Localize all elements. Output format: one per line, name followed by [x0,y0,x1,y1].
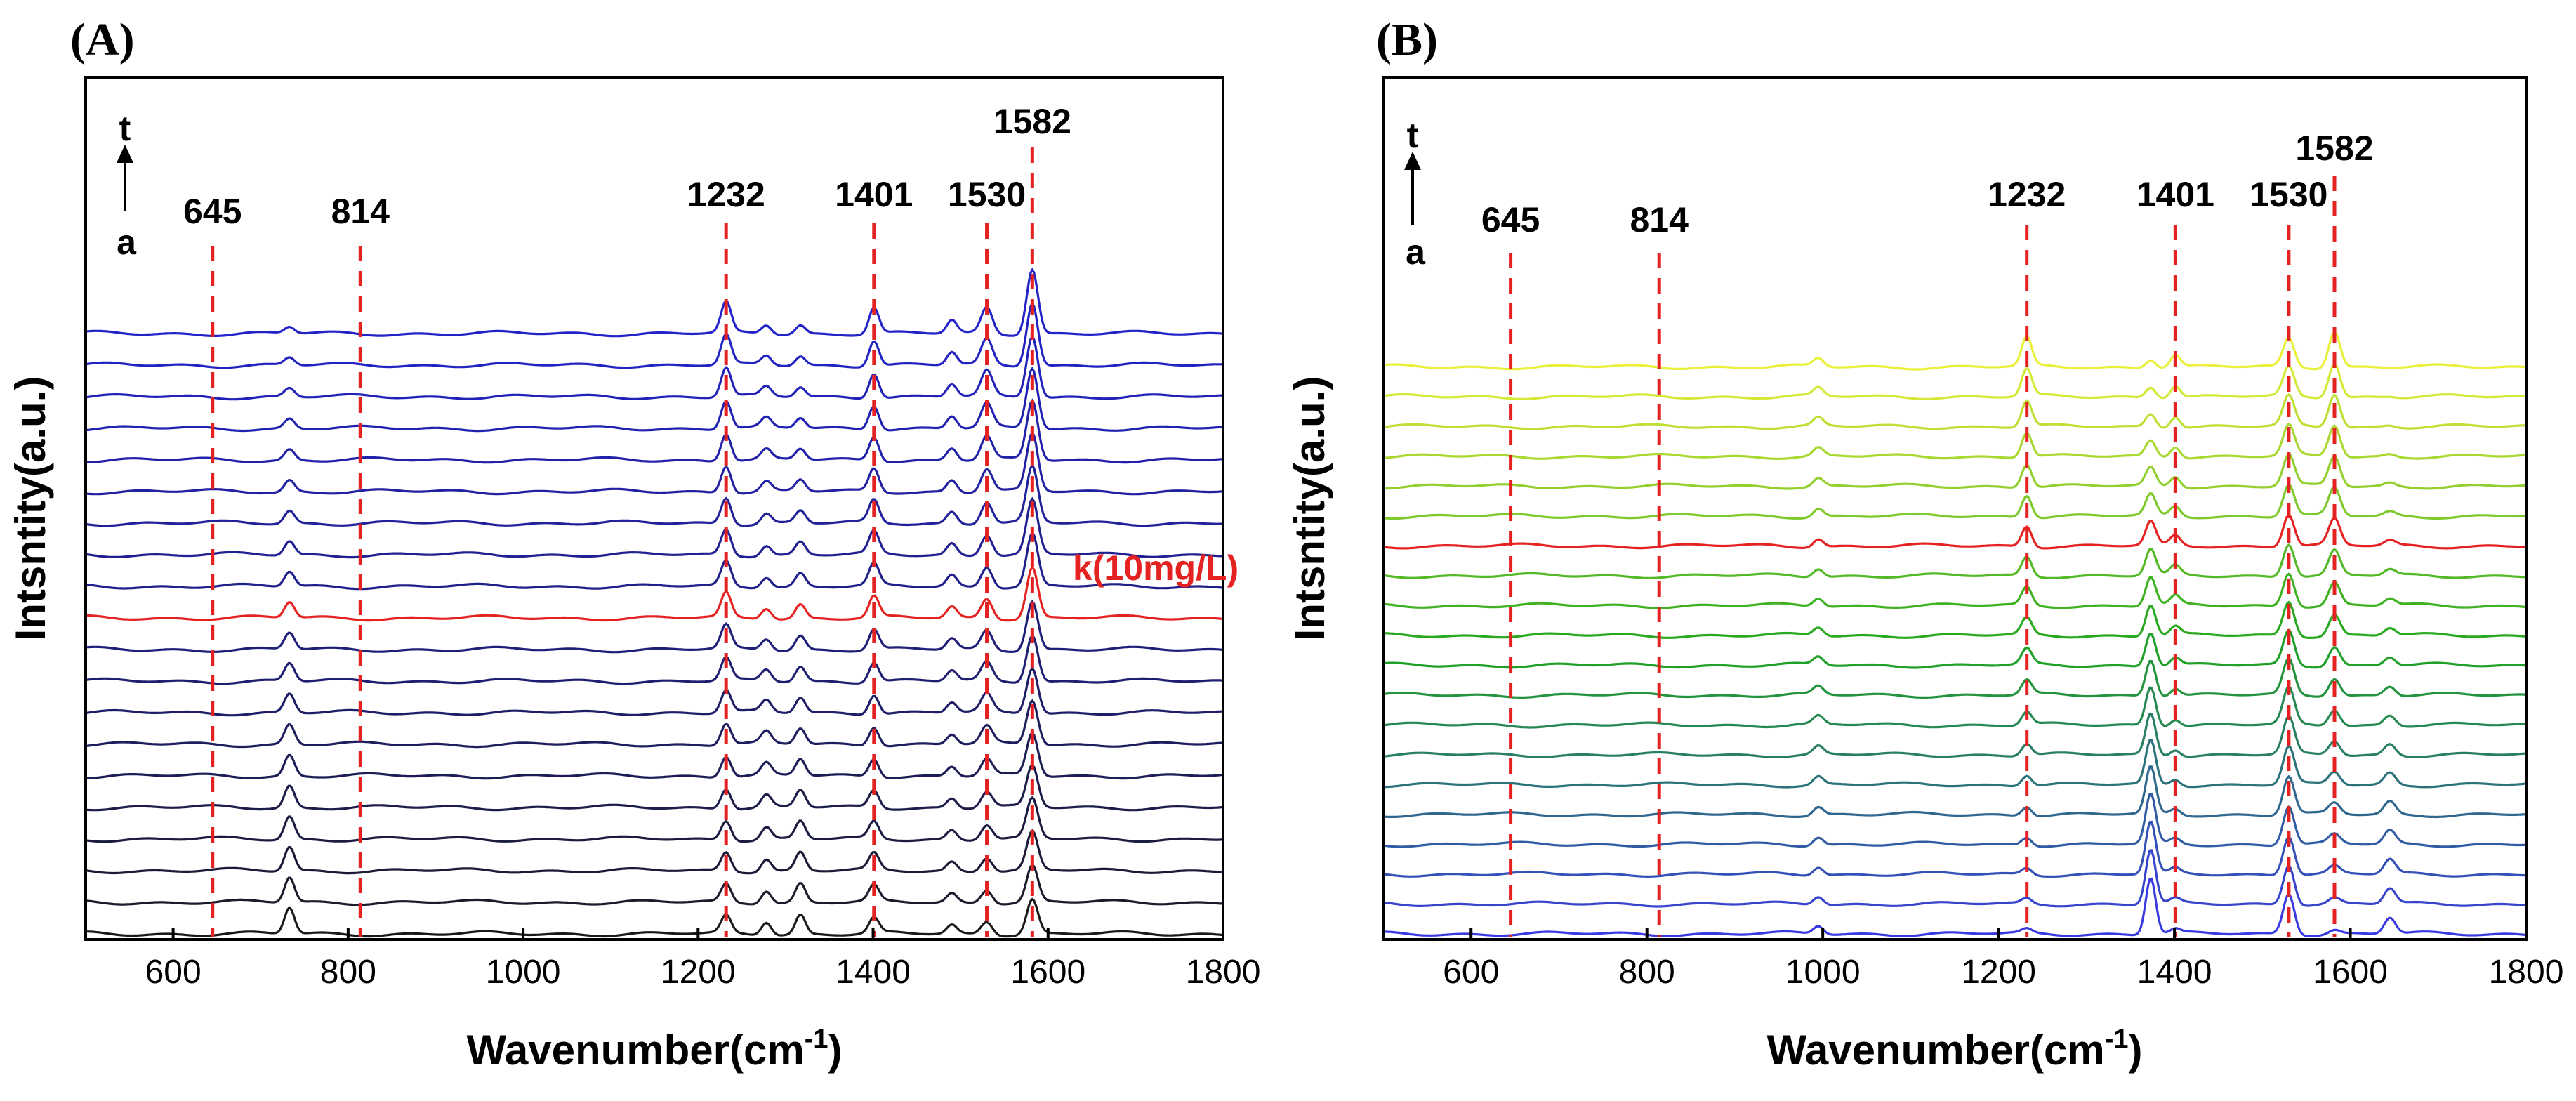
panel-b-spectrum-19 [1382,362,2527,401]
panel-a-spectrum-17 [85,366,1224,433]
panel-b-peak-label-1232: 1232 [1988,175,2066,214]
panel-a-x-tick-label-1600: 1600 [1010,954,1085,991]
panel-b-spectrum-20 [1382,330,2527,371]
panel-a-spectrum-5 [85,763,1224,812]
panel-a-reference-lines [211,147,1034,937]
panel-a-spectrum-16 [86,398,1224,464]
panel-a-spectrum-4 [85,796,1224,843]
panel-b-x-tick-label-600: 600 [1443,954,1499,991]
panel-b-y-axis-title: Intsntity(a.u.) [1286,376,1333,641]
panel-a-spectrum-11 [86,565,1224,622]
panel-a-time-arrow-bottom-label: a [117,223,137,262]
panel-a-peak-labels: 645 814 1232 1401 1530 1582 [183,102,1071,231]
panel-b-time-arrow-head [1404,152,1421,170]
panel-b-spectrum-4 [1382,792,2527,848]
panel-b-spectrum-6 [1383,739,2527,789]
panel-a-highlight-label: k(10mg/L) [1073,548,1239,588]
panel-b-peak-label-645: 645 [1481,200,1540,239]
panel-a-spectrum-1 [85,897,1224,938]
panel-b-time-arrow-top-label: t [1407,116,1419,155]
panel-b-time-arrow-bottom-label: a [1406,232,1426,272]
panel-b: (B) 645 814 1232 1401 1530 1582 600 800 1000 120… [1286,14,2563,1074]
panel-b-x-ticks: 600 800 1000 1200 1400 1600 1800 [1443,928,2563,991]
panel-b-peak-labels: 645 814 1232 1401 1530 1582 [1481,128,2374,239]
panel-a-peak-label-1232: 1232 [687,175,765,214]
panel-a-spectrum-3 [85,829,1223,875]
panel-b-time-arrow: t a [1404,116,1426,272]
panel-b-spectrum-9 [1382,656,2527,699]
panel-b-plot-frame [1382,76,2528,941]
panel-b-x-tick-label-1400: 1400 [2137,954,2212,991]
panel-a-spectrum-13 [85,496,1224,559]
panel-a-spectrum-6 [86,731,1224,780]
panel-b-x-tick-label-1600: 1600 [2313,954,2388,991]
panel-a-spectrum-12 [85,531,1224,591]
panel-a-spectrum-7 [85,699,1224,749]
panel-b-peak-label-1530: 1530 [2250,175,2327,214]
panel-a-peak-label-814: 814 [331,192,390,231]
panel-a-spectrum-20 [85,267,1224,338]
panel-a-spectrum-9 [85,633,1224,685]
panel-a-x-tick-label-1000: 1000 [486,954,561,991]
panel-b-spectrum-17 [1382,422,2527,461]
panel-b-x-tick-label-1200: 1200 [1961,954,2036,991]
panel-a-x-tick-label-1800: 1800 [1186,954,1261,991]
panel-a-spectra [85,267,1224,938]
panel-b-reference-lines [1509,176,2337,937]
panel-a-time-arrow: t a [117,109,137,262]
panel-a-peak-label-1582: 1582 [993,102,1071,141]
panel-a-spectrum-8 [85,666,1223,717]
panel-b-x-tick-label-1000: 1000 [1785,954,1861,991]
panel-a-x-ticks: 600 800 1000 1200 1400 1600 1800 [145,928,1261,991]
panel-b-spectrum-8 [1382,685,2526,729]
panel-b-spectrum-11 [1383,600,2527,640]
panel-b-spectrum-18 [1382,393,2527,430]
panel-b-spectrum-3 [1382,820,2527,878]
panel-b-peak-label-814: 814 [1630,200,1689,239]
panel-a-spectrum-10 [85,600,1224,654]
panel-b-label: (B) [1376,14,1438,65]
panel-b-spectrum-10 [1382,628,2527,669]
panel-a-spectrum-15 [85,430,1224,496]
panel-a-plot-frame [84,76,1224,941]
panel-a-spectrum-14 [85,463,1224,527]
panel-a-y-axis-title: Intsntity(a.u.) [7,376,54,641]
panel-b-x-tick-label-1800: 1800 [2489,954,2564,991]
panel-a-peak-label-1401: 1401 [835,175,913,214]
panel-a-peak-label-1530: 1530 [948,175,1026,214]
panel-b-spectrum-1 [1382,877,2527,938]
panel-b-peak-label-1582: 1582 [2295,128,2373,168]
panel-b-x-tick-label-800: 800 [1619,954,1675,991]
panel-a-x-tick-label-800: 800 [320,954,376,991]
panel-b-spectrum-7 [1382,712,2527,758]
panel-a-spectrum-18 [85,334,1223,401]
panel-b-spectrum-15 [1382,483,2527,520]
panel-b-spectra [1382,330,2527,938]
panel-a-peak-label-645: 645 [183,192,242,231]
panel-b-spectrum-5 [1382,765,2527,819]
panel-a-time-arrow-top-label: t [119,109,131,148]
panel-a-spectrum-19 [85,301,1224,369]
panel-a: (A) 645 814 1232 1401 1530 1582 600 800 1000 120… [7,14,1260,1074]
panel-a-label: (A) [70,14,135,65]
panel-a-time-arrow-head [117,145,133,163]
panel-b-spectrum-16 [1383,452,2527,490]
panel-b-peak-label-1401: 1401 [2136,175,2214,214]
panel-a-x-tick-label-600: 600 [145,954,202,991]
panel-b-spectrum-13 [1382,543,2527,580]
panel-b-x-axis-title: Wavenumber(cm-1) [1766,1024,2142,1074]
panel-a-x-tick-label-1400: 1400 [835,954,911,991]
panel-a-x-tick-label-1200: 1200 [661,954,736,991]
panel-a-x-axis-title: Wavenumber(cm-1) [466,1024,842,1074]
panel-b-spectrum-14 [1382,513,2527,550]
panel-b-spectrum-2 [1382,849,2527,908]
panel-b-spectrum-12 [1382,572,2527,609]
